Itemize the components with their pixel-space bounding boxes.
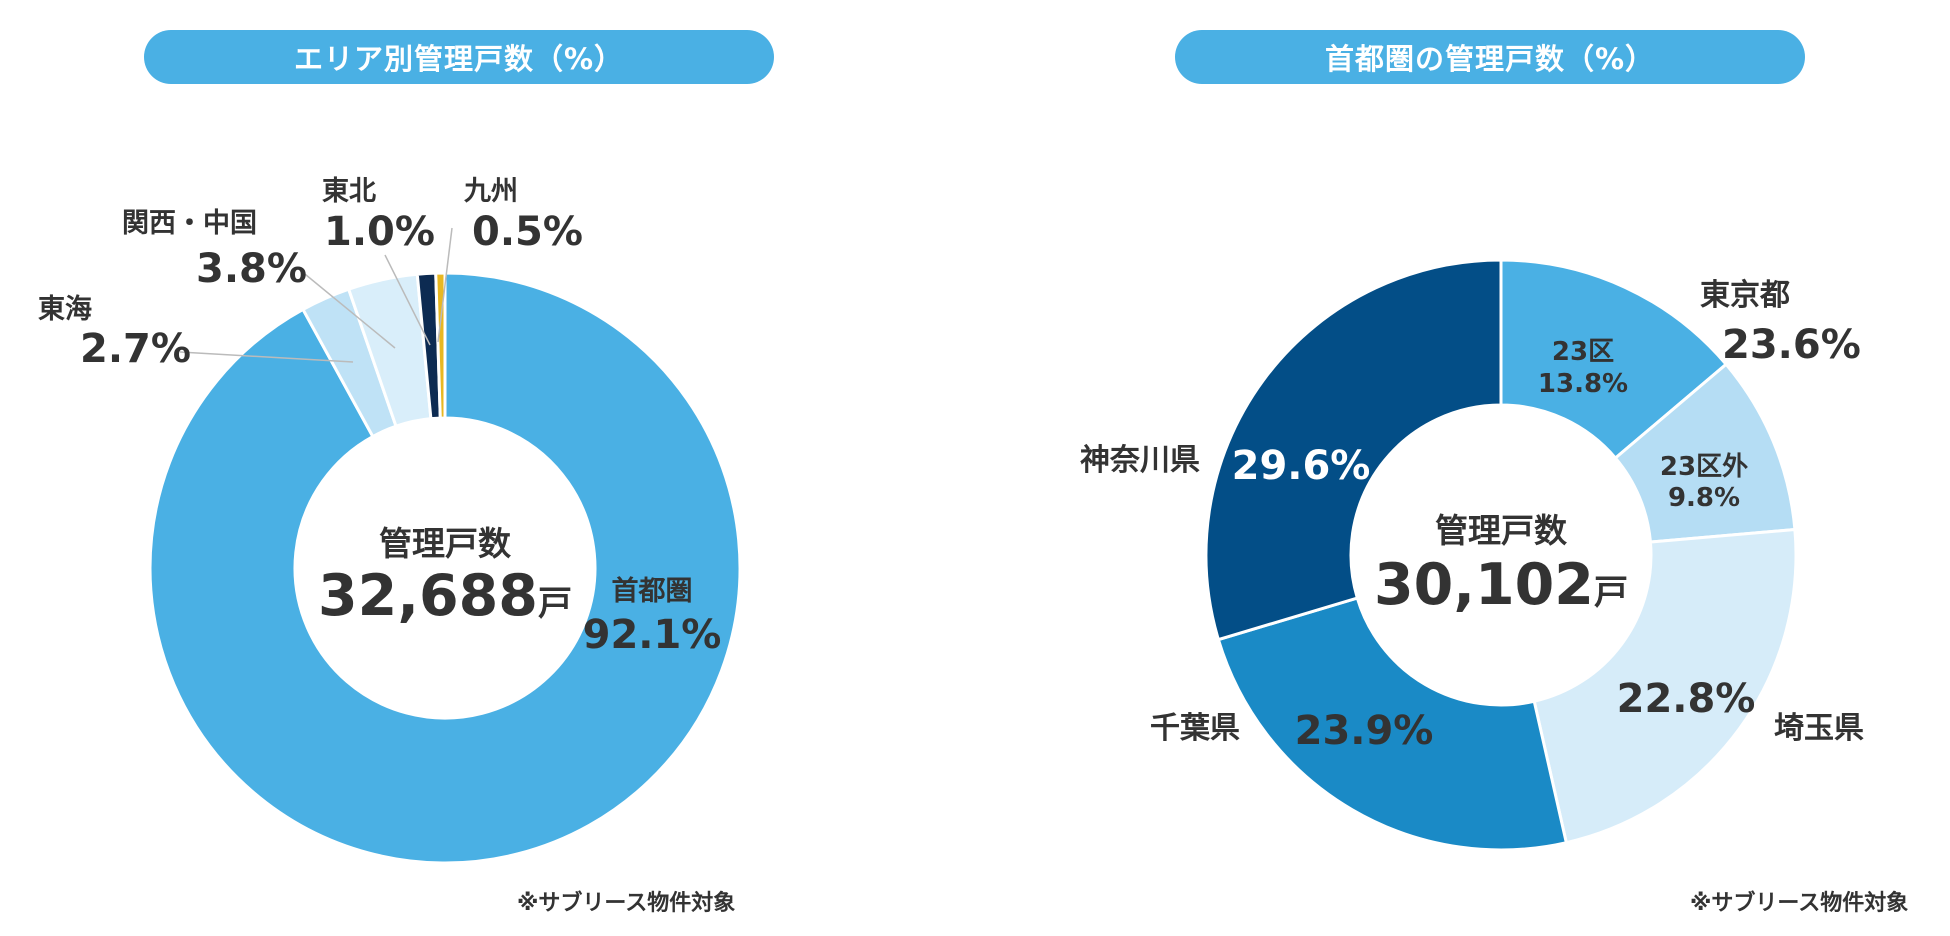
label-value-tohoku: 1.0% <box>324 209 435 255</box>
center-label-right: 管理戸数 <box>1435 511 1568 550</box>
center-value-unit-left: 戸 <box>538 584 572 624</box>
label-name-23ku-gai: 23区外 <box>1660 452 1748 482</box>
label-name-shutoken: 首都圏 <box>612 575 693 607</box>
note-left: ※サブリース物件対象 <box>517 891 736 916</box>
label-value-tokai: 2.7% <box>80 326 191 372</box>
label-name-saitama: 埼玉県 <box>1774 711 1864 746</box>
label-value-chiba: 23.9% <box>1295 708 1434 754</box>
label-name-tokyo: 東京都 <box>1700 278 1790 313</box>
label-name-tohoku: 東北 <box>322 176 376 207</box>
right-donut: 管理戸数 30,102戸 東京都 23.6% 23区 13.8% 23区外 9.… <box>1080 258 1864 852</box>
label-value-23ku: 13.8% <box>1538 369 1628 399</box>
leader-line-tohoku <box>384 254 431 346</box>
right-slice-3 <box>1216 596 1569 852</box>
center-value-left: 32,688戸 <box>318 563 572 629</box>
label-name-kansai: 関西・中国 <box>122 208 257 239</box>
note-right: ※サブリース物件対象 <box>1690 891 1909 916</box>
leader-line-kyushu <box>437 227 453 343</box>
label-name-kanagawa: 神奈川県 <box>1080 443 1200 478</box>
label-name-tokai: 東海 <box>38 294 92 325</box>
leader-line-kansai <box>299 269 396 349</box>
label-name-kyushu: 九州 <box>464 176 518 207</box>
leader-line-tokai <box>179 351 354 363</box>
right-slice-2 <box>1532 527 1798 845</box>
right-chart-title: 首都圏の管理戸数（%） <box>1175 30 1805 84</box>
left-donut: 管理戸数 32,688戸 首都圏 92.1% 東海 2.7% 関西・中国 3.8… <box>38 176 742 865</box>
label-name-chiba: 千葉県 <box>1150 711 1240 746</box>
center-value-right: 30,102戸 <box>1374 552 1628 618</box>
label-value-kanagawa: 29.6% <box>1232 443 1371 489</box>
label-value-kansai: 3.8% <box>196 246 307 292</box>
label-value-23ku-gai: 9.8% <box>1668 483 1740 513</box>
right-slice-0 <box>1499 258 1729 461</box>
left-slice-0 <box>148 271 742 865</box>
left-chart-title: エリア別管理戸数（%） <box>144 30 774 84</box>
label-value-saitama: 22.8% <box>1617 676 1756 722</box>
label-value-shutoken: 92.1% <box>583 612 722 658</box>
label-value-kyushu: 0.5% <box>472 209 583 255</box>
center-label-left: 管理戸数 <box>379 524 512 563</box>
label-value-tokyo: 23.6% <box>1722 322 1861 368</box>
label-name-23ku: 23区 <box>1552 337 1614 367</box>
center-value-number-right: 30,102 <box>1374 552 1594 618</box>
center-value-number-left: 32,688 <box>318 563 538 629</box>
center-value-unit-right: 戸 <box>1594 573 1628 613</box>
right-slice-4 <box>1204 258 1503 642</box>
